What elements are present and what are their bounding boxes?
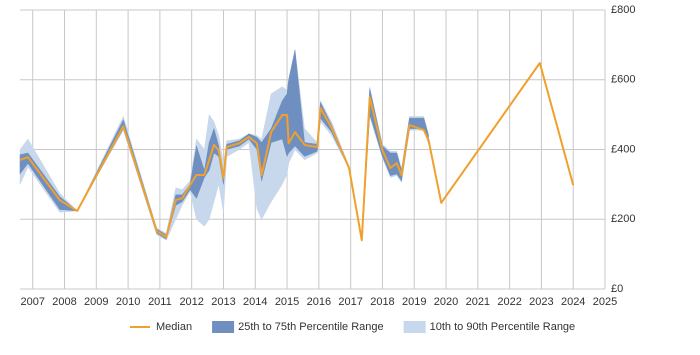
legend-label: 25th to 75th Percentile Range xyxy=(238,321,384,333)
x-tick-label: 2011 xyxy=(148,296,172,308)
x-tick-label: 2007 xyxy=(20,296,44,308)
legend-swatch xyxy=(403,321,426,333)
x-tick-label: 2010 xyxy=(116,296,140,308)
legend-label: 10th to 90th Percentile Range xyxy=(430,321,576,333)
x-tick-label: 2023 xyxy=(529,296,553,308)
x-tick-label: 2016 xyxy=(307,296,331,308)
y-tick-label: £800 xyxy=(611,4,635,16)
x-tick-label: 2015 xyxy=(275,296,299,308)
x-tick-label: 2009 xyxy=(84,296,108,308)
x-tick-label: 2017 xyxy=(338,296,362,308)
legend-label: Median xyxy=(156,321,192,333)
y-tick-label: £200 xyxy=(611,213,635,225)
x-tick-label: 2025 xyxy=(593,296,617,308)
y-tick-label: £400 xyxy=(611,143,635,155)
legend-swatch xyxy=(212,321,235,333)
x-tick-label: 2008 xyxy=(52,296,76,308)
y-tick-label: £0 xyxy=(611,283,623,295)
x-tick-label: 2018 xyxy=(370,296,394,308)
x-tick-label: 2019 xyxy=(402,296,426,308)
x-tick-label: 2012 xyxy=(179,296,203,308)
x-tick-label: 2014 xyxy=(243,296,267,308)
x-tick-label: 2022 xyxy=(497,296,521,308)
x-tick-label: 2020 xyxy=(434,296,458,308)
x-tick-label: 2021 xyxy=(466,296,490,308)
x-tick-label: 2024 xyxy=(561,296,585,308)
x-tick-label: 2013 xyxy=(211,296,235,308)
median-line xyxy=(19,62,575,242)
y-tick-label: £600 xyxy=(611,74,635,86)
